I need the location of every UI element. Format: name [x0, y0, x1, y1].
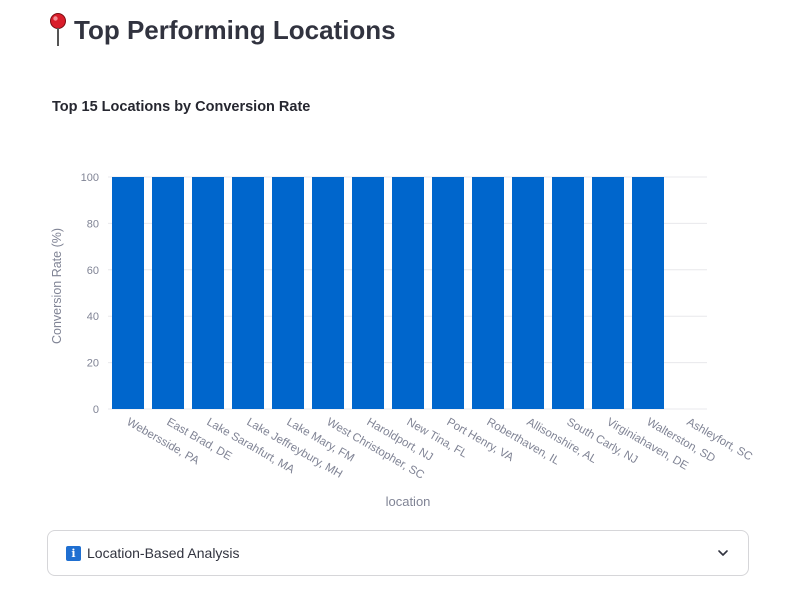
y-tick-label: 20: [87, 358, 99, 370]
page-title: Top Performing Locations: [48, 12, 396, 48]
bar[interactable]: [512, 177, 544, 409]
bar[interactable]: [312, 177, 344, 409]
chevron-down-icon[interactable]: [716, 546, 730, 560]
bar[interactable]: [152, 177, 184, 409]
chart-title: Top 15 Locations by Conversion Rate: [52, 99, 311, 115]
x-tick-label: Ashleyfort, SC: [685, 416, 755, 463]
bar[interactable]: [472, 177, 504, 409]
bar[interactable]: [552, 177, 584, 409]
x-tick-label: Webersside, PA: [125, 416, 202, 467]
bar[interactable]: [192, 177, 224, 409]
bar[interactable]: [432, 177, 464, 409]
y-axis-label: Conversion Rate (%): [50, 228, 64, 344]
y-tick-label: 100: [81, 172, 99, 184]
expander-label: Location-Based Analysis: [87, 545, 240, 561]
information-icon: i: [66, 545, 81, 561]
pushpin-icon: [50, 13, 66, 46]
bar[interactable]: [392, 177, 424, 409]
bar[interactable]: [632, 177, 664, 409]
bar[interactable]: [592, 177, 624, 409]
x-axis-label: location: [386, 494, 431, 509]
bar[interactable]: [272, 177, 304, 409]
y-tick-label: 80: [87, 218, 99, 230]
bar[interactable]: [112, 177, 144, 409]
y-tick-label: 0: [93, 404, 99, 416]
bar[interactable]: [232, 177, 264, 409]
x-tick-label: Port Henry, VA: [445, 416, 516, 464]
y-tick-label: 40: [87, 311, 99, 323]
location-analysis-expander[interactable]: i Location-Based Analysis: [47, 530, 749, 576]
page-title-text: Top Performing Locations: [74, 14, 396, 45]
y-tick-label: 60: [87, 265, 99, 277]
bar[interactable]: [352, 177, 384, 409]
